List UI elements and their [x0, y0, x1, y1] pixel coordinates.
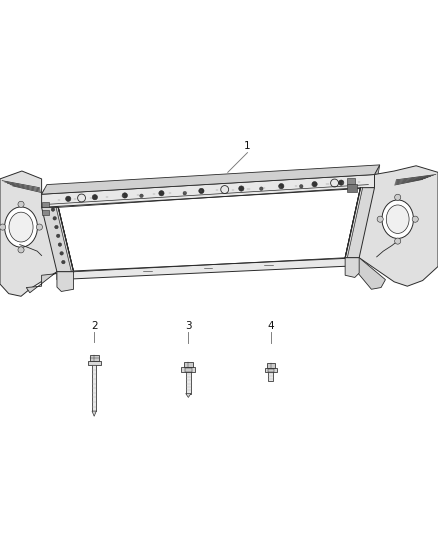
- Circle shape: [18, 201, 24, 207]
- Ellipse shape: [9, 212, 33, 242]
- Polygon shape: [345, 188, 374, 258]
- Polygon shape: [57, 272, 74, 292]
- Polygon shape: [42, 189, 60, 272]
- Circle shape: [199, 188, 204, 193]
- Polygon shape: [57, 258, 359, 280]
- Text: 3: 3: [185, 321, 192, 330]
- Bar: [268, 368, 273, 381]
- Circle shape: [66, 196, 71, 201]
- Circle shape: [140, 194, 143, 198]
- Polygon shape: [42, 207, 74, 272]
- Bar: [184, 361, 193, 367]
- Circle shape: [122, 193, 127, 198]
- Circle shape: [300, 184, 303, 188]
- Bar: [347, 179, 355, 184]
- Bar: [268, 369, 274, 372]
- Circle shape: [58, 243, 62, 246]
- Circle shape: [36, 224, 42, 230]
- Bar: [92, 361, 96, 411]
- Circle shape: [395, 194, 401, 200]
- Polygon shape: [359, 165, 380, 258]
- Circle shape: [183, 191, 187, 195]
- Bar: [267, 363, 275, 368]
- Bar: [90, 354, 99, 361]
- Text: 1: 1: [244, 141, 251, 151]
- Bar: [185, 368, 192, 372]
- Circle shape: [51, 208, 55, 211]
- Circle shape: [159, 191, 164, 196]
- Circle shape: [339, 180, 344, 185]
- Ellipse shape: [386, 205, 409, 233]
- Circle shape: [412, 216, 418, 222]
- Bar: [265, 368, 277, 373]
- Polygon shape: [345, 258, 385, 289]
- Ellipse shape: [4, 207, 37, 247]
- Polygon shape: [42, 174, 374, 207]
- Bar: [42, 209, 49, 215]
- Polygon shape: [345, 166, 438, 286]
- Polygon shape: [57, 263, 362, 277]
- Circle shape: [239, 186, 244, 191]
- Circle shape: [55, 225, 58, 229]
- Circle shape: [260, 187, 263, 190]
- Polygon shape: [26, 272, 74, 293]
- Circle shape: [62, 260, 65, 264]
- Circle shape: [377, 216, 383, 222]
- Circle shape: [312, 182, 317, 187]
- Polygon shape: [0, 171, 74, 296]
- Circle shape: [395, 238, 401, 244]
- Circle shape: [18, 247, 24, 253]
- Circle shape: [279, 183, 284, 189]
- Polygon shape: [42, 165, 380, 194]
- Text: 2: 2: [91, 321, 98, 330]
- Circle shape: [57, 234, 60, 238]
- Circle shape: [0, 224, 6, 230]
- Circle shape: [92, 195, 98, 200]
- Polygon shape: [345, 258, 359, 278]
- Bar: [42, 202, 49, 207]
- Polygon shape: [92, 411, 96, 416]
- Text: 4: 4: [267, 321, 274, 330]
- Bar: [181, 367, 195, 373]
- Circle shape: [60, 252, 64, 255]
- Circle shape: [53, 216, 57, 220]
- Bar: [186, 367, 191, 393]
- Bar: [347, 184, 357, 192]
- Polygon shape: [186, 393, 191, 398]
- Bar: [88, 361, 101, 365]
- Ellipse shape: [382, 200, 413, 238]
